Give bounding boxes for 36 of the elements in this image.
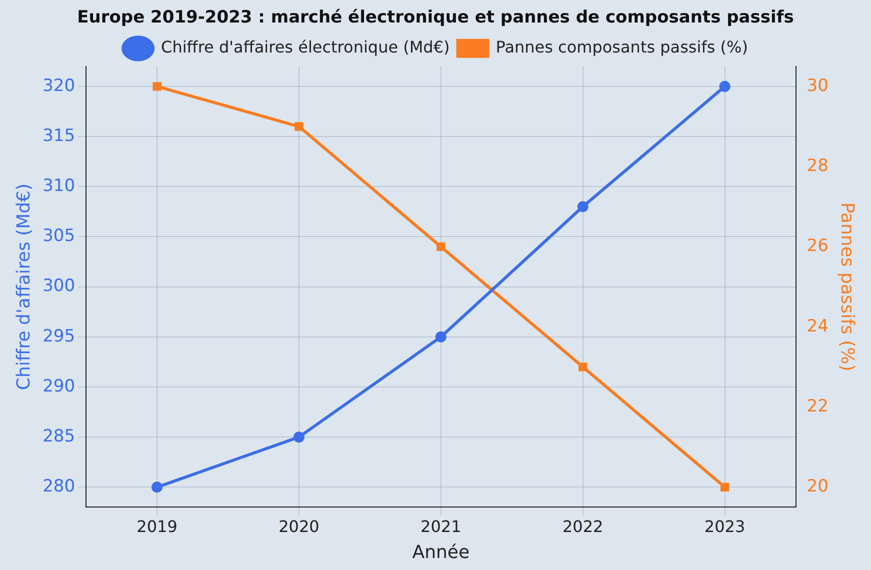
y2-tick-label: 24 xyxy=(806,316,828,336)
point xyxy=(293,432,304,443)
y-tick-label: 310 xyxy=(42,176,76,196)
y-axis-title: Chiffre d'affaires (Md€) xyxy=(13,183,34,390)
y2-tick-label: 22 xyxy=(806,396,828,416)
x-tick-label: 2022 xyxy=(562,516,604,536)
y2-tick-label: 30 xyxy=(806,76,828,96)
y-tick-label: 295 xyxy=(42,326,76,346)
point xyxy=(719,80,730,92)
y-tick-label: 285 xyxy=(42,426,76,446)
y2-axis-title: Pannes passifs (%) xyxy=(836,202,858,372)
point xyxy=(294,122,304,131)
y2-tick-label: 20 xyxy=(806,476,828,497)
y-tick-label: 315 xyxy=(42,126,76,146)
y2-tick-label: 28 xyxy=(806,156,828,176)
chart-title: Europe 2019-2023 : marché électronique et pannes de composants passifs xyxy=(77,8,794,28)
y-tick-label: 320 xyxy=(42,76,76,96)
point xyxy=(577,201,588,212)
point xyxy=(436,242,446,252)
x-tick-label: 2020 xyxy=(278,516,320,536)
y-tick-label: 300 xyxy=(42,276,76,296)
y-tick-label: 305 xyxy=(42,226,76,246)
point xyxy=(578,362,588,372)
point xyxy=(152,482,163,493)
x-axis-title: Année xyxy=(412,542,470,563)
point xyxy=(152,82,162,91)
legend-label: Pannes composants passifs (%) xyxy=(496,38,748,57)
y-tick-label: 280 xyxy=(42,476,76,497)
x-tick-label: 2019 xyxy=(136,516,178,536)
point xyxy=(435,331,446,342)
legend-label: Chiffre d'affaires électronique (Md€) xyxy=(161,38,450,57)
y2-tick-label: 26 xyxy=(806,236,828,256)
y-tick-label: 290 xyxy=(42,376,76,396)
point xyxy=(720,482,730,492)
x-tick-label: 2021 xyxy=(420,516,462,536)
x-tick-label: 2023 xyxy=(704,516,746,536)
